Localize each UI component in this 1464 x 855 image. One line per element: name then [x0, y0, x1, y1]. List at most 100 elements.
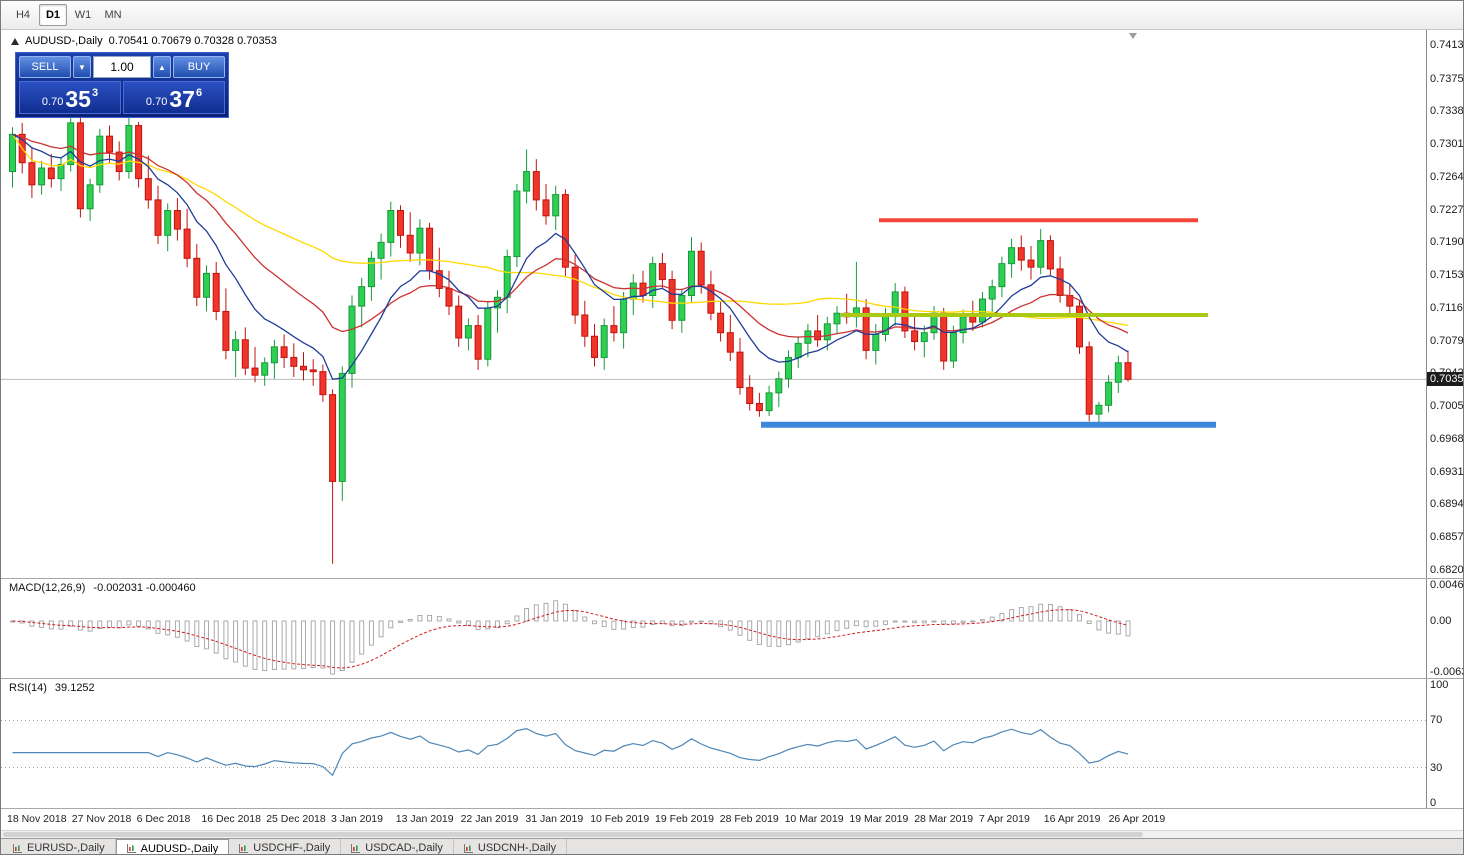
buy-button[interactable]: BUY [173, 56, 225, 78]
timeframe-button-d1[interactable]: D1 [39, 4, 67, 26]
sell-price-display[interactable]: 0.70 35 3 [19, 81, 121, 114]
rsi-panel: RSI(14) 39.1252 100 70 30 0 [1, 678, 1463, 808]
chart-icon [126, 844, 136, 853]
rsi-axis: 100 70 30 0 [1426, 679, 1463, 808]
rsi-value: 39.1252 [54, 682, 95, 694]
chart-shift-marker[interactable] [1129, 33, 1137, 39]
macd-panel: MACD(12,26,9) -0.002031 -0.000460 0.0046… [1, 578, 1464, 678]
chart-title: AUDUSD-,Daily 0.70541 0.70679 0.70328 0.… [11, 35, 277, 47]
rsi-tick-label: 100 [1430, 679, 1449, 691]
macd-name: MACD(12,26,9) [9, 582, 86, 594]
chart-icon [13, 843, 22, 853]
fast-ma-line [12, 133, 1129, 380]
date-label: 16 Dec 2018 [201, 813, 261, 825]
macd-axis: 0.004694 0.00 -0.006394 [1426, 579, 1464, 678]
date-label: 26 Apr 2019 [1108, 813, 1166, 825]
rsi-title: RSI(14) 39.1252 [9, 682, 95, 694]
date-label: 19 Mar 2019 [849, 813, 909, 825]
date-label: 6 Dec 2018 [136, 813, 191, 825]
date-label: 22 Jan 2019 [460, 813, 519, 825]
volume-input[interactable]: 1.00 [93, 56, 151, 78]
horizontal-scrollbar[interactable] [1, 830, 1463, 838]
current-price-tag: 0.70353 [1427, 372, 1463, 387]
macd-tick-label: -0.006394 [1430, 665, 1463, 678]
slow-ma-line [11, 134, 1129, 327]
macd-signal-line [12, 609, 1129, 669]
sell-price-pips: 35 [65, 86, 91, 112]
rsi-tick-label: 0 [1430, 797, 1437, 808]
chart-icon [239, 843, 249, 853]
sell-price-point: 3 [91, 87, 99, 99]
date-label: 18 Nov 2018 [7, 813, 67, 825]
macd-title: MACD(12,26,9) -0.002031 -0.000460 [9, 582, 196, 594]
date-label: 10 Mar 2019 [784, 813, 844, 825]
price-chart-plot[interactable] [1, 30, 1426, 578]
rsi-name: RSI(14) [9, 682, 47, 694]
date-axis: 18 Nov 2018 27 Nov 2018 6 Dec 2018 16 Dec 2… [1, 808, 1463, 830]
rsi-tick-label: 70 [1430, 714, 1443, 727]
date-label: 3 Jan 2019 [331, 813, 383, 825]
rsi-plot[interactable] [1, 679, 1426, 808]
timeframe-button-h4[interactable]: H4 [15, 9, 31, 21]
buy-price-base: 0.70 [145, 96, 168, 108]
macd-tick-label: 0.004694 [1430, 579, 1464, 591]
volume-decrease-icon[interactable]: ▼ [73, 56, 91, 78]
buy-price-display[interactable]: 0.70 37 6 [123, 81, 225, 114]
tab-label: USDCNH-,Daily [477, 842, 557, 854]
date-label: 10 Feb 2019 [590, 813, 650, 825]
scrollbar-thumb[interactable] [3, 832, 1143, 837]
sell-button[interactable]: SELL [19, 56, 71, 78]
tab-label: USDCHF-,Daily [253, 842, 331, 854]
timeframe-button-mn[interactable]: MN [104, 9, 122, 21]
chart-ohlc-values: 0.70541 0.70679 0.70328 0.70353 [108, 35, 277, 47]
tab-audusd-daily[interactable]: AUDUSD-,Daily [115, 839, 230, 855]
main-chart-panel: AUDUSD-,Daily 0.70541 0.70679 0.70328 0.… [1, 30, 1464, 578]
date-label: 13 Jan 2019 [395, 813, 454, 825]
tab-usdcnh-daily[interactable]: USDCNH-,Daily [454, 839, 568, 854]
macd-tick-label: 0.00 [1430, 615, 1452, 627]
buy-price-point: 6 [195, 87, 203, 99]
macd-values: -0.002031 -0.000460 [93, 582, 196, 594]
medium-ma-line [12, 133, 1129, 338]
buy-price-pips: 37 [169, 86, 195, 112]
date-label: 31 Jan 2019 [525, 813, 584, 825]
volume-increase-icon[interactable]: ▲ [153, 56, 171, 78]
date-label: 16 Apr 2019 [1043, 813, 1101, 825]
rsi-tick-label: 30 [1430, 761, 1443, 774]
one-click-toggle-icon[interactable] [11, 37, 19, 45]
rsi-line [12, 727, 1129, 777]
sell-price-base: 0.70 [41, 96, 64, 108]
chart-icon [351, 843, 361, 853]
date-label: 19 Feb 2019 [655, 813, 714, 825]
tab-usdchf-daily[interactable]: USDCHF-,Daily [229, 839, 342, 854]
chart-icon [463, 843, 473, 853]
tab-label: AUDUSD-,Daily [140, 842, 219, 855]
tab-label: USDCAD-,Daily [365, 842, 443, 854]
timeframe-toolbar: H4 D1 W1 MN [1, 1, 1463, 30]
tab-eurusd-daily[interactable]: EURUSD-,Daily [3, 839, 116, 854]
date-label: 7 Apr 2019 [979, 813, 1030, 825]
tab-label: EURUSD-,Daily [27, 842, 105, 854]
one-click-trading-panel: SELL ▼ 1.00 ▲ BUY 0.70 35 3 0.70 37 6 [15, 52, 229, 118]
timeframe-button-w1[interactable]: W1 [74, 9, 92, 21]
tab-usdcad-daily[interactable]: USDCAD-,Daily [341, 839, 454, 854]
date-label: 27 Nov 2018 [71, 813, 132, 825]
macd-plot[interactable] [1, 579, 1426, 678]
